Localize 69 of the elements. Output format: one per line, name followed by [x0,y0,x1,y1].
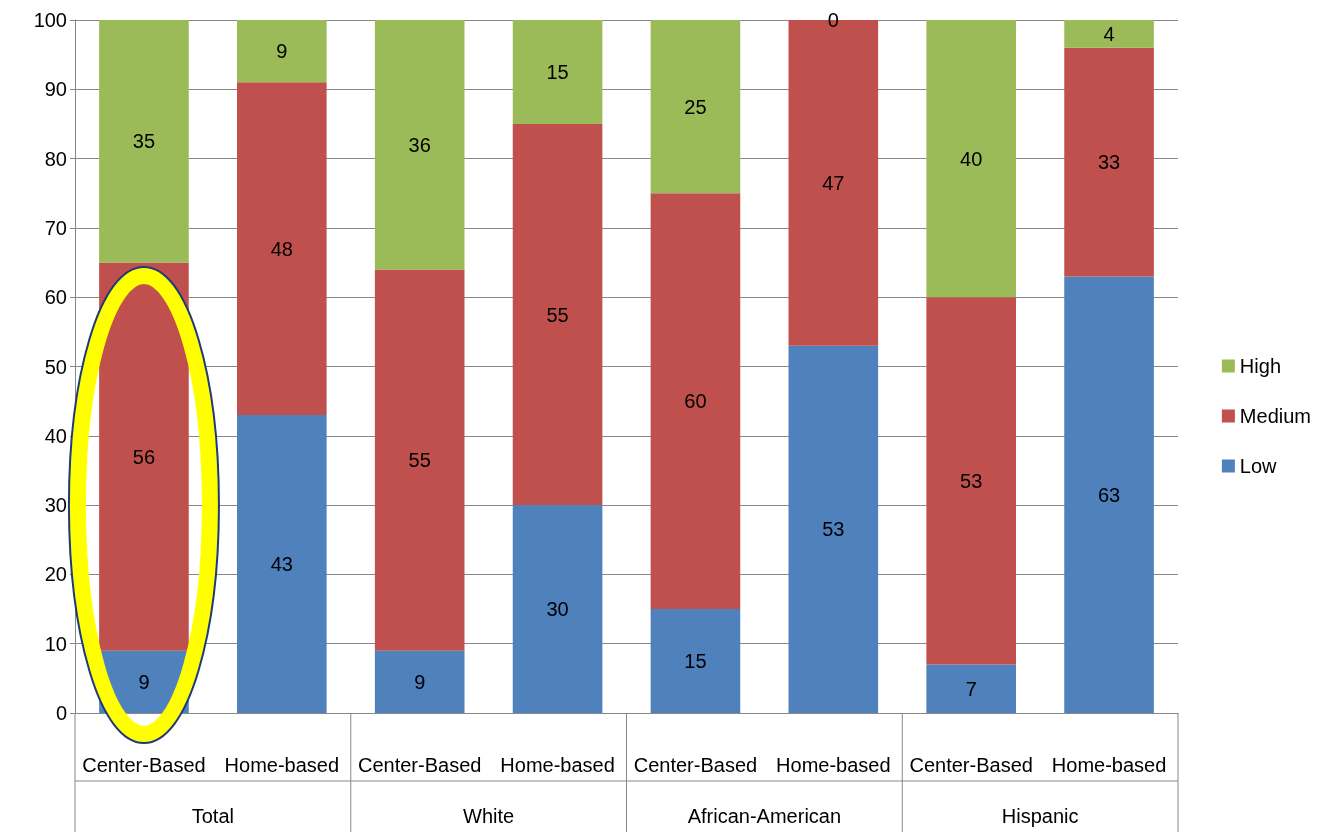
bar [788,345,879,713]
data-label: 43 [270,553,293,576]
text: Hispanic [1001,805,1079,827]
bar [650,193,741,610]
text: White [463,805,515,827]
data-label: 7 [965,677,977,700]
data-label: 35 [132,130,156,153]
bar [1064,20,1154,48]
bar [237,415,327,713]
y-tick-label: 0 [55,702,67,724]
y-tick-label: 20 [44,563,67,586]
x-tick-label: Center-Based [82,754,206,776]
data-label: 4 [1103,22,1115,45]
legend-label: High [1239,355,1282,377]
x-tick-label: Home-based [500,754,615,776]
data-label: 30 [546,598,569,621]
data-label: 53 [960,469,983,492]
bar [374,269,465,651]
y-tick-label: 50 [44,355,67,378]
y-tick-label: 40 [44,424,67,447]
data-label: 55 [546,303,569,326]
x-tick-label: Home-based [224,754,340,776]
data-label: 36 [408,133,431,156]
bar [650,609,741,713]
legend-label: Low [1239,455,1278,477]
bar [1064,47,1154,277]
bar [926,20,1016,298]
x-tick-label: Center-Based [909,754,1033,776]
bar [512,20,603,124]
data-label: 60 [684,390,707,413]
bar [374,20,465,270]
data-label: 9 [138,670,150,693]
legend-label: Medium [1239,405,1312,427]
data-label: 53 [822,518,845,541]
data-label: 55 [408,449,431,472]
data-label: 9 [276,40,288,63]
data-label: 63 [1097,483,1121,506]
x-tick-label: Home-based [1051,754,1167,776]
y-tick-label: 60 [44,286,67,309]
data-label: 15 [684,650,707,673]
y-tick-label: 80 [44,147,67,170]
x-tick-label: Home-based [776,754,891,776]
data-label: 40 [960,147,983,170]
data-label: 25 [684,95,707,118]
data-label: 33 [1097,151,1121,174]
bar [512,505,603,713]
bar [237,20,327,83]
text: African-American [687,805,842,827]
text: Total [191,805,234,827]
x-tick-label: Center-Based [633,754,758,776]
bar [99,20,189,263]
data-label: 47 [822,171,845,194]
data-label: 15 [546,60,569,83]
bar [237,82,327,416]
y-tick-label: 100 [33,9,67,31]
y-tick-label: 90 [44,78,67,101]
data-label: 56 [132,445,156,468]
y-tick-label: 10 [44,632,67,655]
bar [1064,276,1154,713]
data-label: 9 [414,670,426,693]
bar [650,20,741,194]
bar [512,123,603,506]
bar [926,664,1016,713]
data-label: 48 [270,237,293,260]
bar [374,650,465,713]
y-tick-label: 30 [44,494,67,517]
x-tick-label: Center-Based [357,754,482,776]
bar [926,297,1016,665]
y-tick-label: 70 [44,216,67,239]
